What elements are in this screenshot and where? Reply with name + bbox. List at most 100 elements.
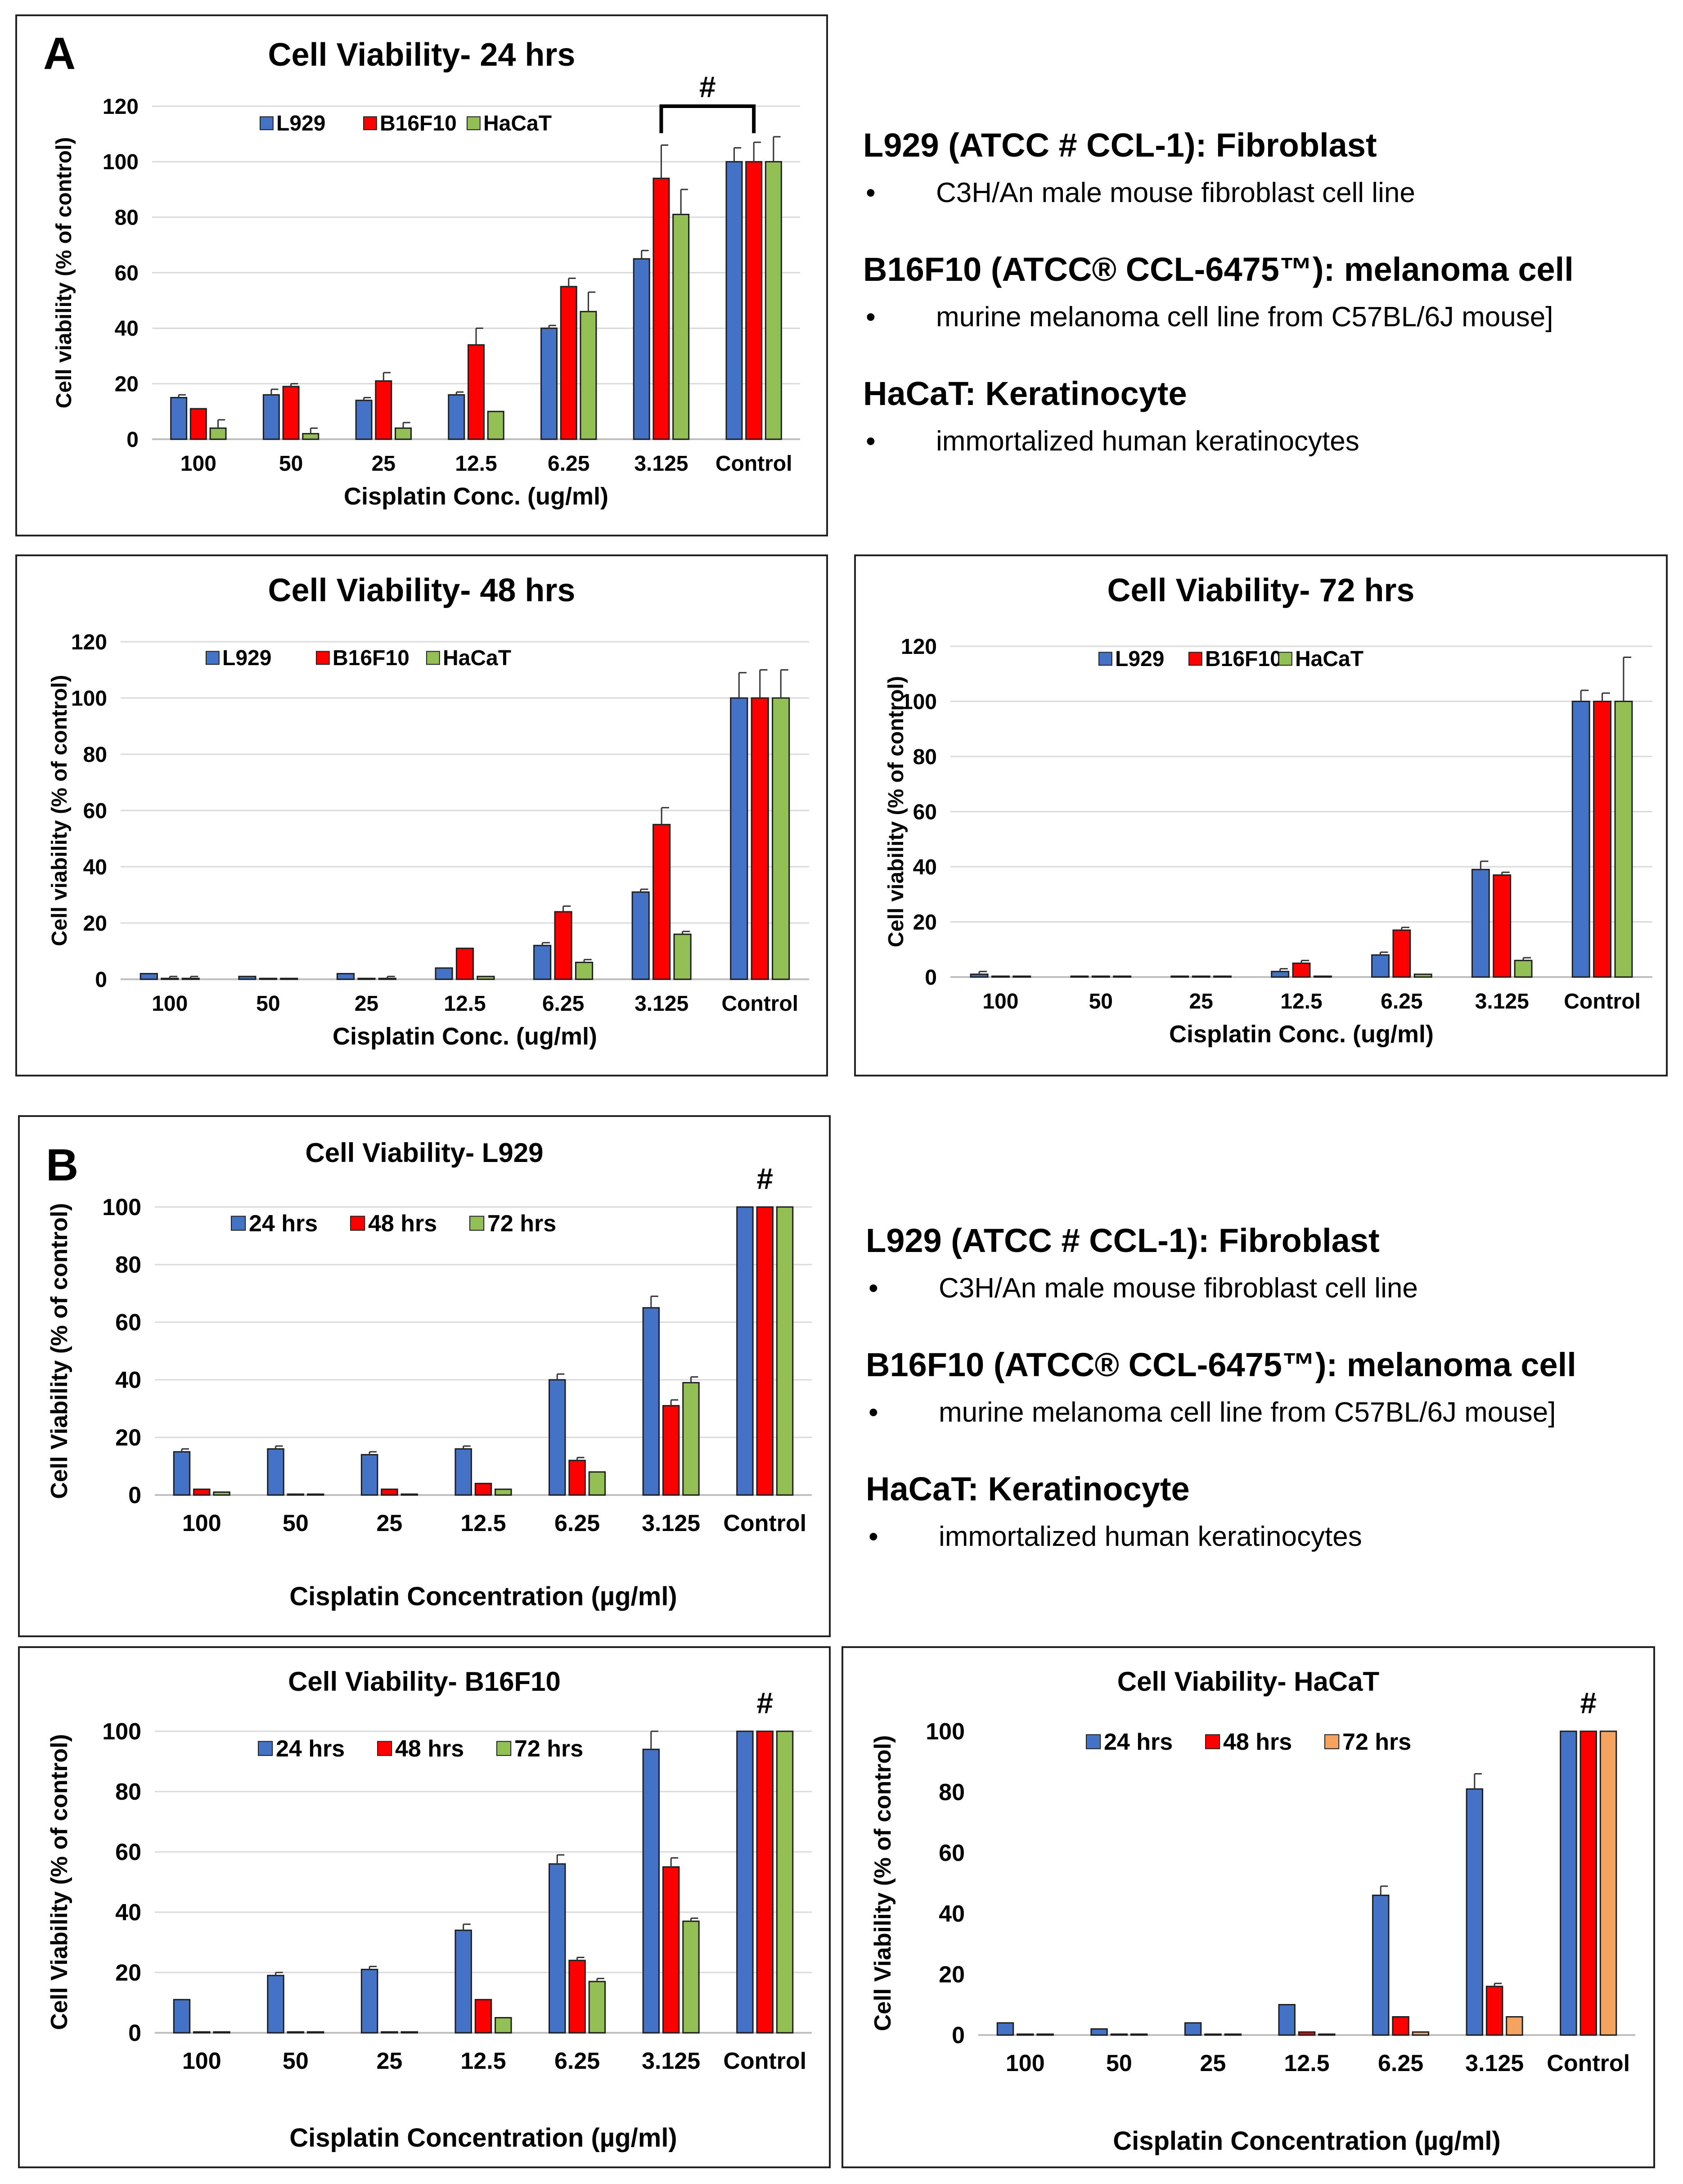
bar: [259, 977, 277, 980]
bar: [267, 1975, 284, 2034]
bar: [1070, 975, 1089, 978]
bar: [662, 1866, 680, 2034]
x-tick-label: 50: [1089, 990, 1113, 1013]
x-tick-label: 50: [279, 452, 303, 476]
bar: [633, 258, 650, 440]
bar: [495, 2017, 512, 2034]
bar: [1599, 1730, 1617, 2036]
bar: [378, 977, 396, 980]
bar: [1413, 973, 1432, 978]
bar: [1392, 2016, 1409, 2036]
bar: [560, 286, 577, 440]
bar: [1204, 2033, 1222, 2036]
y-tick-label: 40: [939, 1901, 965, 1927]
y-axis-label: Cell viability (% of control): [52, 137, 76, 409]
x-tick-label: 100: [1006, 2050, 1045, 2076]
bar: [1012, 975, 1031, 978]
info-bullet-text: murine melanoma cell line from C57BL/6J …: [936, 302, 1553, 333]
chart-24hrs: 0 20 40 60 80 100 120 100 50 25 12.5 6.25 3.125 Contr…: [52, 37, 800, 510]
bar: [1466, 1788, 1484, 2036]
legend-label: 24 hrs: [1104, 1729, 1173, 1755]
bar: [181, 977, 200, 980]
legend-swatch: [258, 1741, 273, 1756]
info-bullet-b16f10: • murine melanoma cell line from C57BL/6J…: [863, 301, 1664, 333]
chart-48hrs: 0 20 40 60 80 100 120 100 50 25 12.5 6.25 3.125 Contr…: [48, 572, 809, 1050]
y-tick-label: 0: [952, 2022, 965, 2049]
panel-24hrs: 0 20 40 60 80 100 120 100 50 25 12.5 6.25 3.125 Contr…: [15, 14, 828, 536]
bar: [662, 1405, 680, 1496]
info-bullet-l929: • C3H/An male mouse fibroblast cell line: [866, 1272, 1667, 1304]
bar: [140, 973, 158, 980]
bar: [568, 1459, 586, 1496]
bar: [772, 697, 790, 980]
bar: [170, 397, 188, 440]
y-tick-label: 20: [83, 912, 107, 936]
legend-label: B16F10: [380, 112, 457, 135]
cell-line-info-a: L929 (ATCC # CCL-1): Fibroblast • C3H/An …: [863, 126, 1664, 499]
y-tick-label: 20: [115, 1425, 141, 1451]
chart-title: Cell Viability- HaCaT: [1117, 1666, 1379, 1697]
info-title-l929: L929 (ATCC # CCL-1): Fibroblast: [866, 1222, 1380, 1259]
bar: [193, 1488, 211, 1496]
x-tick-label: Control: [1564, 990, 1641, 1013]
bullet-icon: •: [866, 302, 876, 333]
bar: [1514, 959, 1533, 978]
y-tick-label: 20: [939, 1962, 965, 1988]
legend-swatch: [363, 116, 377, 131]
legend-label: 72 hrs: [1342, 1729, 1411, 1755]
legend-label: 48 hrs: [368, 1211, 437, 1237]
bar: [448, 394, 465, 440]
legend-swatch: [1278, 652, 1292, 666]
bar: [262, 394, 280, 440]
bar: [454, 1448, 472, 1496]
bar: [1318, 2033, 1336, 2036]
y-tick-label: 80: [115, 206, 139, 230]
bullet-icon: •: [868, 1521, 878, 1552]
bar: [549, 1863, 566, 2034]
bar: [1571, 701, 1590, 978]
bar: [1593, 701, 1612, 978]
y-tick-label: 40: [115, 1900, 141, 1926]
legend-label: HaCaT: [483, 112, 552, 135]
bar: [1371, 954, 1390, 978]
bar: [173, 1451, 191, 1496]
bar: [189, 408, 207, 440]
y-axis-label: Cell Viability (% of control): [46, 1203, 72, 1499]
bar: [267, 1448, 284, 1496]
chart-hacat: 0 20 40 60 80 100 100 50 25 12.5 6.25 3.125 Control C…: [870, 1666, 1635, 2156]
bar: [495, 1488, 512, 1496]
bar: [1298, 2031, 1316, 2036]
bar: [730, 697, 748, 980]
bar: [725, 161, 743, 440]
bar: [1192, 975, 1210, 978]
y-tick-label: 20: [115, 372, 139, 396]
y-tick-label: 40: [115, 1367, 141, 1393]
panel-48hrs: 0 20 40 60 80 100 120 100 50 25 12.5 6.25 3.125 Contr…: [15, 554, 828, 1076]
legend-swatch: [1086, 1734, 1101, 1749]
bar: [287, 2031, 305, 2034]
x-tick-label: 12.5: [444, 992, 486, 1016]
legend-swatch: [426, 651, 440, 665]
bar: [400, 1493, 418, 1496]
panel-hacat: 0 20 40 60 80 100 100 50 25 12.5 6.25 3.125 Control C…: [842, 1646, 1655, 2168]
x-tick-label: 6.25: [542, 992, 584, 1016]
bar: [1271, 971, 1290, 978]
bar: [487, 410, 504, 440]
x-tick-label: 12.5: [1280, 990, 1322, 1013]
bar: [1614, 701, 1633, 978]
bar: [1392, 929, 1411, 978]
x-axis-label: Cisplatin Concentration (µg/ml): [1113, 2126, 1501, 2156]
x-tick-label: 3.125: [642, 1510, 700, 1536]
y-tick-label: 0: [95, 968, 107, 992]
legend-label: 24 hrs: [249, 1211, 318, 1237]
y-tick-label: 120: [71, 630, 107, 654]
legend-label: B16F10: [1205, 647, 1282, 671]
bar: [287, 1493, 305, 1496]
bar: [588, 1471, 606, 1496]
y-tick-label: 100: [102, 1194, 141, 1220]
bar: [282, 386, 300, 440]
bar: [642, 1307, 660, 1496]
y-tick-label: 80: [913, 745, 937, 769]
x-tick-label: 6.25: [548, 452, 590, 476]
legend-swatch: [316, 651, 330, 665]
